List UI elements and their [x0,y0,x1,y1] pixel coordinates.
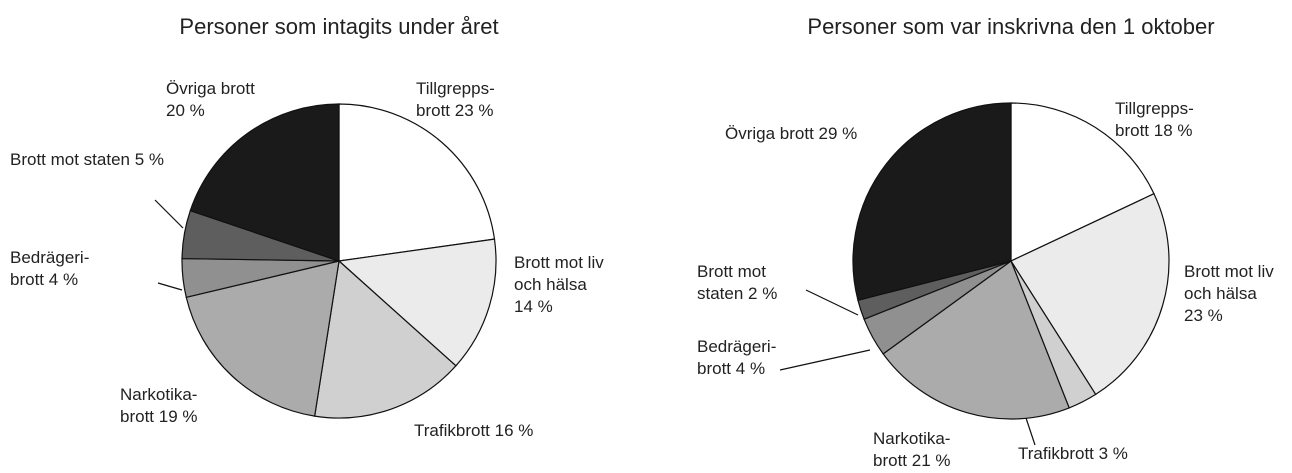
slice-label: Bedrägeri- brott 4 % [10,247,89,291]
slice-label: Tillgrepps- brott 18 % [1115,98,1194,142]
category-label: Narkotika- brott [873,429,951,470]
leader-line [805,289,859,316]
category-label: Tillgrepps- brott [416,79,495,120]
value-label: 23 % [454,101,494,120]
category-label: Tillgrepps- brott [1115,99,1194,140]
value-label: 19 % [158,407,198,426]
slice-label: Övriga brott 29 % [725,123,857,145]
slice-label: Narkotika- brott 19 % [120,384,198,428]
value-label: 16 % [494,421,534,440]
slice-label: Övriga brott 20 % [166,78,255,122]
value-label: 20 % [166,101,205,120]
slice-label: Tillgrepps- brott 23 % [416,78,495,122]
pie-slice [313,259,457,419]
slice-label: Brott mot liv och hälsa 14 % [514,252,604,318]
value-label: 4 % [48,270,79,289]
category-label: Övriga brott [166,79,255,98]
leader-line [779,349,871,371]
value-label: 29 % [818,124,858,143]
pie-slice [852,102,1012,302]
category-label: Brott mot staten [10,150,130,169]
slice-label: Trafikbrott 3 % [1018,443,1128,465]
pie-slice [189,103,340,262]
value-label: 23 % [1184,306,1223,325]
category-label: Bedrägeri- brott [10,248,90,289]
slice-label: Brott mot staten 2 % [697,261,777,305]
category-label: Bedrägeri- brott [697,337,777,378]
leader-line [154,199,184,229]
value-label: 3 % [1098,444,1128,463]
pie-slice [337,238,497,367]
category-label: Brott mot liv och hälsa [514,253,604,294]
slice-label: Bedrägeri- brott 4 % [697,336,776,380]
pie-slice [1010,102,1155,262]
category-label: Brott mot liv och hälsa [1184,262,1274,303]
leader-line [157,282,183,291]
pie-slice [185,260,340,417]
pie-slice [882,260,1070,420]
category-label: Övriga brott [725,124,814,143]
value-label: 14 % [514,297,553,316]
chart-title: Personer som var inskrivna den 1 oktober [807,14,1215,39]
value-label: 21 % [911,451,951,470]
value-label: 4 % [735,359,766,378]
pie-slice [1010,192,1170,396]
category-label: Trafikbrott [1018,444,1094,463]
slice-label: Narkotika- brott 21 % [873,428,951,472]
chart-title: Personer som intagits under året [179,14,499,39]
slice-label: Trafikbrott 16 % [414,420,533,442]
value-label: 18 % [1153,121,1193,140]
category-label: Brott mot staten [697,262,766,303]
slice-label: Brott mot liv och hälsa 23 % [1184,261,1274,327]
pie-slice [338,103,496,262]
category-label: Narkotika- brott [120,385,198,426]
slice-label: Brott mot staten 5 % [10,149,164,171]
value-label: 5 % [134,150,165,169]
value-label: 2 % [748,284,778,303]
category-label: Trafikbrott [414,421,490,440]
